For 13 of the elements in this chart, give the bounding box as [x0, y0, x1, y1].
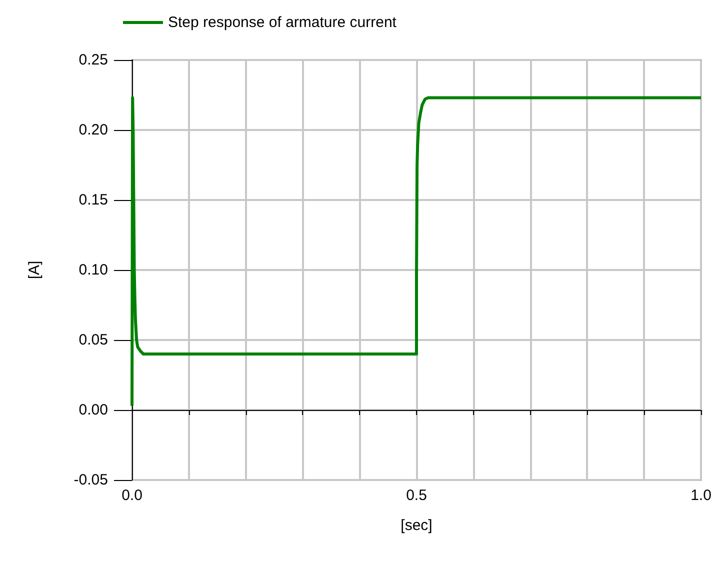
- y-tick-label: 0.05: [78, 332, 108, 348]
- legend-label: Step response of armature current: [168, 14, 398, 31]
- x-tick-label: 1.0: [690, 487, 712, 504]
- x-tick-label: 0.0: [122, 487, 142, 504]
- y-tick-label: 0.00: [78, 402, 108, 418]
- x-tick-label: 0.5: [406, 487, 427, 504]
- y-tick-label: -0.05: [74, 472, 108, 488]
- y-axis-title: [A]: [26, 260, 43, 280]
- y-tick-label: 0.20: [78, 122, 108, 138]
- y-tick-label: 0.25: [78, 52, 108, 68]
- x-axis-title: [sec]: [400, 517, 432, 534]
- y-tick-label: 0.10: [78, 262, 108, 278]
- y-tick-label: 0.15: [78, 192, 108, 208]
